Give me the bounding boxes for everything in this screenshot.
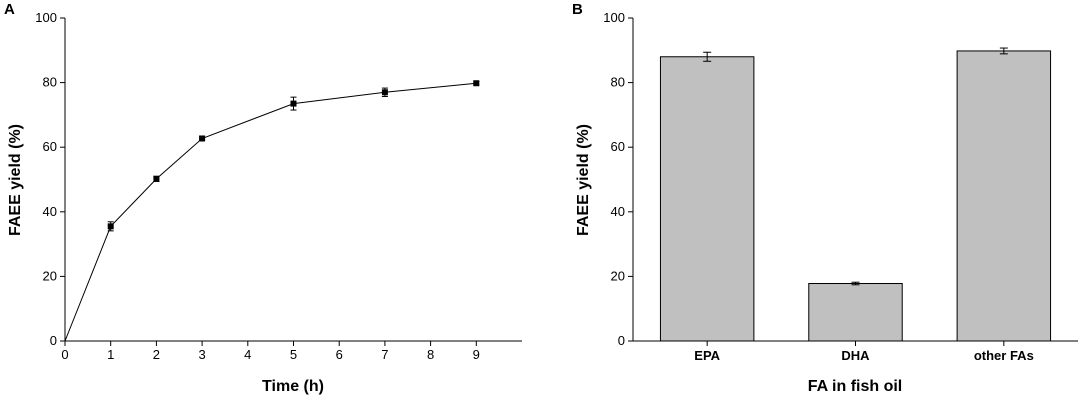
panel-a-x-tick-label: 1 [107, 347, 114, 362]
panel-a-y-tick-label: 40 [43, 204, 57, 219]
panel-b-y-tick-label: 20 [611, 268, 625, 283]
panel-b-bar [659, 56, 755, 342]
panel-a-y-tick-label: 0 [50, 333, 57, 348]
panel-b-y-ticks: 0 20 40 60 80 100 [603, 10, 633, 348]
panel-a-data-point [381, 89, 388, 96]
panel-b-category-label: DHA [841, 348, 870, 363]
panel-a-line-chart: A 0 20 40 60 80 100 0 1 2 3 4 5 6 7 8 9 Time (h) FAEE … [4, 1, 522, 395]
panel-a-y-tick-label: 80 [43, 75, 57, 90]
panel-a-x-tick-label: 5 [290, 347, 297, 362]
panel-a-series [64, 80, 480, 342]
panel-a-data-point [290, 100, 297, 107]
panel-a-x-ticks: 0 1 2 3 4 5 6 7 8 9 [61, 341, 480, 362]
panel-a-letter: A [4, 1, 15, 18]
panel-a-x-tick-label: 3 [198, 347, 205, 362]
panel-a-data-point [199, 135, 206, 142]
panel-a-series-line [64, 82, 477, 342]
panel-a-y-tick-label: 20 [43, 268, 57, 283]
panel-a-y-tick-label: 100 [35, 10, 57, 25]
panel-b-bar [956, 50, 1052, 342]
panel-a-y-axis-title: FAEE yield (%) [7, 124, 24, 236]
panel-b-category-label: EPA [694, 348, 720, 363]
panel-a-data-point [153, 175, 160, 182]
panel-a-x-tick-label: 8 [427, 347, 434, 362]
panel-a-x-tick-label: 2 [153, 347, 160, 362]
panel-a-data-point [473, 80, 480, 87]
panel-a-x-axis-title: Time (h) [262, 378, 324, 395]
panel-a-x-tick-label: 0 [61, 347, 68, 362]
panel-b-y-tick-label: 0 [618, 333, 625, 348]
panel-b-y-axis-title: FAEE yield (%) [575, 124, 592, 236]
panel-b-category-label: other FAs [974, 348, 1034, 363]
panel-b-x-axis-title: FA in fish oil [808, 378, 903, 395]
panel-a-x-tick-label: 9 [473, 347, 480, 362]
panel-a-x-tick-label: 6 [336, 347, 343, 362]
panel-a-data-point [107, 223, 114, 230]
panel-a-y-tick-label: 60 [43, 139, 57, 154]
panel-b-y-tick-label: 60 [611, 139, 625, 154]
panel-a-y-ticks: 0 20 40 60 80 100 [35, 10, 65, 348]
panel-b-bars [659, 47, 1052, 342]
panel-a-x-tick-label: 4 [244, 347, 251, 362]
panel-b-categories: EPA DHA other FAs [694, 341, 1034, 363]
panel-b-y-tick-label: 80 [611, 75, 625, 90]
panel-b-y-tick-label: 100 [603, 10, 625, 25]
panel-b-y-tick-label: 40 [611, 204, 625, 219]
panel-b-bar-chart: B 0 20 40 60 80 100 EPA DHA other FAs FA in fis… [572, 1, 1078, 395]
panel-a-x-tick-label: 7 [381, 347, 388, 362]
panel-b-bar [808, 283, 903, 342]
panel-b-letter: B [572, 1, 583, 18]
